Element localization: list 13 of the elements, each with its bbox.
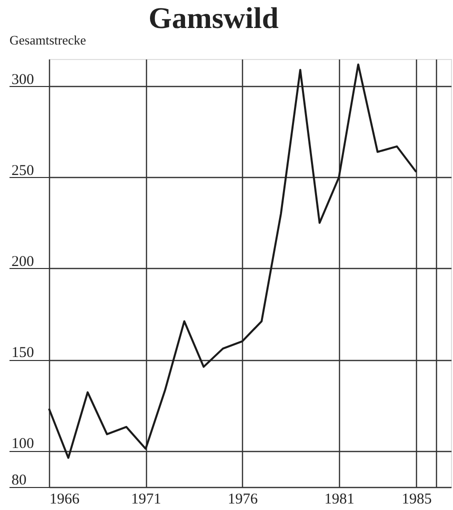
- x-tick-label: 1985: [402, 492, 432, 508]
- x-tick-label: 1981: [324, 492, 354, 508]
- x-tick-label: 1966: [50, 492, 80, 508]
- y-tick-label: 250: [12, 162, 34, 179]
- chart-title: Gamswild: [148, 2, 279, 35]
- x-tick-label: 1976: [228, 492, 258, 508]
- y-tick-label: 100: [12, 436, 34, 452]
- x-tick-label: 1971: [131, 492, 162, 508]
- y-tick-label: 150: [12, 345, 34, 362]
- y-tick-label: 80: [12, 472, 26, 488]
- y-tick-label: 300: [12, 72, 34, 88]
- y-axis-title: Gesamtstrecke: [10, 32, 86, 48]
- y-tick-label: 200: [12, 254, 34, 270]
